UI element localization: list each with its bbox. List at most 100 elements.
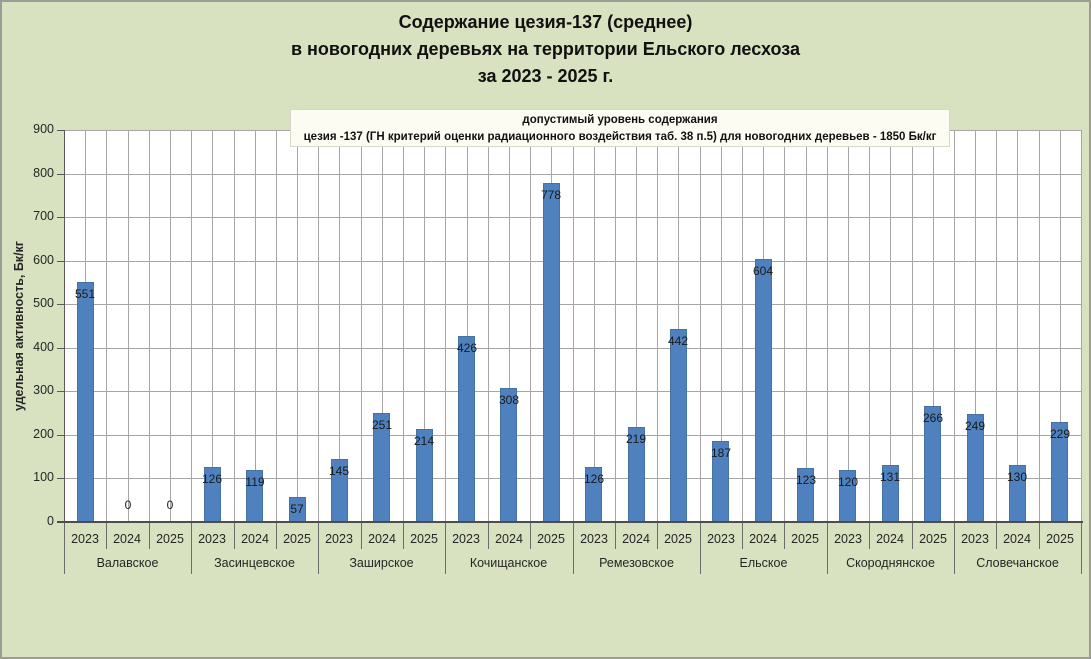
x-year-separator bbox=[149, 522, 150, 549]
y-tick-label: 500 bbox=[33, 296, 54, 310]
bar-Валавское-2023 bbox=[77, 282, 94, 522]
vertical-gridline bbox=[742, 130, 743, 522]
y-axis-tick bbox=[57, 435, 65, 436]
x-year-label: 2023 bbox=[707, 532, 735, 546]
vertical-gridline bbox=[657, 130, 658, 522]
vertical-gridline bbox=[594, 130, 595, 522]
x-year-label: 2025 bbox=[410, 532, 438, 546]
bar-value-label: 130 bbox=[1006, 470, 1028, 484]
x-year-label: 2024 bbox=[876, 532, 904, 546]
vertical-gridline bbox=[848, 130, 849, 522]
vertical-gridline bbox=[1039, 130, 1040, 522]
vertical-gridline bbox=[382, 130, 383, 522]
x-group-label: Валавское bbox=[96, 556, 159, 570]
x-year-label: 2023 bbox=[961, 532, 989, 546]
bar-value-label: 249 bbox=[964, 419, 986, 433]
bar-value-label: 778 bbox=[540, 188, 562, 202]
vertical-gridline bbox=[912, 130, 913, 522]
x-group-separator bbox=[191, 522, 192, 574]
vertical-gridline bbox=[996, 130, 997, 522]
y-axis-title: удельная активность, Бк/кг bbox=[12, 240, 26, 412]
y-axis-tick bbox=[57, 478, 65, 479]
x-group-label: Словечанское bbox=[976, 556, 1059, 570]
x-group-separator bbox=[64, 522, 65, 574]
x-year-separator bbox=[488, 522, 489, 549]
y-tick-label: 400 bbox=[33, 340, 54, 354]
x-year-separator bbox=[276, 522, 277, 549]
limit-note-box: допустимый уровень содержания цезия -137… bbox=[290, 109, 950, 147]
y-axis-tick bbox=[57, 348, 65, 349]
y-axis-tick bbox=[57, 174, 65, 175]
x-year-separator bbox=[912, 522, 913, 549]
chart-title-line3: за 2023 - 2025 г. bbox=[477, 66, 614, 86]
y-tick-label: 200 bbox=[33, 427, 54, 441]
x-year-label: 2024 bbox=[241, 532, 269, 546]
vertical-gridline bbox=[784, 130, 785, 522]
vertical-gridline bbox=[361, 130, 362, 522]
x-year-separator bbox=[403, 522, 404, 549]
x-year-label: 2025 bbox=[919, 532, 947, 546]
x-year-label: 2025 bbox=[537, 532, 565, 546]
x-year-separator bbox=[657, 522, 658, 549]
vertical-gridline bbox=[212, 130, 213, 522]
vertical-gridline bbox=[255, 130, 256, 522]
bar-Кочищанское-2024 bbox=[500, 388, 517, 522]
chart-title-line1: Содержание цезия-137 (среднее) bbox=[398, 12, 693, 32]
x-year-label: 2024 bbox=[113, 532, 141, 546]
vertical-gridline bbox=[339, 130, 340, 522]
y-axis-tick bbox=[57, 261, 65, 262]
bar-Ельское-2024 bbox=[755, 259, 772, 522]
x-year-separator bbox=[1039, 522, 1040, 549]
x-year-label: 2023 bbox=[71, 532, 99, 546]
vertical-gridline bbox=[806, 130, 807, 522]
vertical-gridline bbox=[1017, 130, 1018, 522]
x-year-separator bbox=[869, 522, 870, 549]
bar-value-label: 119 bbox=[245, 475, 265, 489]
bar-value-label: 123 bbox=[795, 473, 817, 487]
x-group-separator bbox=[445, 522, 446, 574]
bar-Кочищанское-2025 bbox=[543, 183, 560, 522]
y-tick-label: 100 bbox=[33, 470, 54, 484]
vertical-gridline bbox=[445, 130, 446, 522]
bar-value-label: 0 bbox=[124, 498, 132, 512]
y-tick-label: 300 bbox=[33, 383, 54, 397]
vertical-gridline bbox=[869, 130, 870, 522]
vertical-gridline bbox=[700, 130, 701, 522]
vertical-gridline bbox=[678, 130, 679, 522]
x-group-separator bbox=[318, 522, 319, 574]
x-year-label: 2023 bbox=[834, 532, 862, 546]
x-year-separator bbox=[530, 522, 531, 549]
vertical-gridline bbox=[106, 130, 107, 522]
x-year-label: 2024 bbox=[1003, 532, 1031, 546]
y-axis-line bbox=[64, 130, 65, 522]
x-year-separator bbox=[615, 522, 616, 549]
x-year-separator bbox=[784, 522, 785, 549]
x-group-separator bbox=[1081, 522, 1082, 574]
y-axis-tick bbox=[57, 217, 65, 218]
bar-value-label: 214 bbox=[413, 434, 435, 448]
vertical-gridline bbox=[234, 130, 235, 522]
horizontal-gridline bbox=[64, 217, 1081, 218]
vertical-gridline bbox=[509, 130, 510, 522]
horizontal-gridline bbox=[64, 478, 1081, 479]
vertical-gridline bbox=[636, 130, 637, 522]
x-year-label: 2023 bbox=[198, 532, 226, 546]
x-group-separator bbox=[573, 522, 574, 574]
bar-value-label: 187 bbox=[710, 446, 732, 460]
x-group-label: Кочищанское bbox=[469, 556, 548, 570]
horizontal-gridline bbox=[64, 261, 1081, 262]
vertical-gridline bbox=[721, 130, 722, 522]
vertical-gridline bbox=[467, 130, 468, 522]
vertical-gridline bbox=[170, 130, 171, 522]
vertical-gridline bbox=[191, 130, 192, 522]
y-axis-tick bbox=[57, 130, 65, 131]
vertical-gridline bbox=[890, 130, 891, 522]
vertical-gridline bbox=[573, 130, 574, 522]
x-axis-line bbox=[57, 521, 1083, 523]
x-year-separator bbox=[234, 522, 235, 549]
x-group-label: Ельское bbox=[739, 556, 788, 570]
x-year-label: 2024 bbox=[749, 532, 777, 546]
x-year-label: 2024 bbox=[368, 532, 396, 546]
x-year-separator bbox=[106, 522, 107, 549]
